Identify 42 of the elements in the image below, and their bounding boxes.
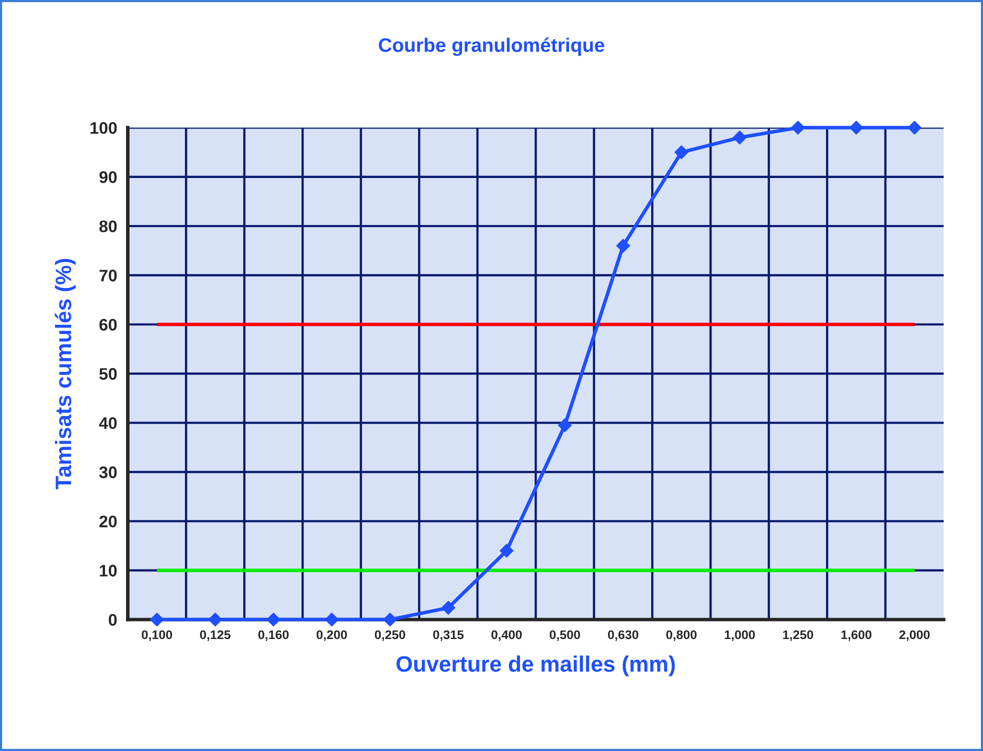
- x-axis-title: Ouverture de mailles (mm): [396, 656, 675, 676]
- point: [324, 612, 339, 627]
- x-tick-label: 0,500: [550, 630, 580, 641]
- x-tick-label: 0,160: [258, 630, 289, 641]
- y-tick-label: 50: [99, 368, 117, 380]
- point: [383, 612, 398, 627]
- y-tick-label: 30: [99, 466, 117, 478]
- point: [150, 612, 164, 627]
- x-tick-label: 1,250: [783, 630, 814, 641]
- y-tick-label: 0: [108, 614, 117, 626]
- y-tick-label: 40: [99, 417, 117, 430]
- x-tick-label: 0,315: [433, 630, 464, 641]
- point: [558, 418, 572, 432]
- y-tick-label: 100: [90, 122, 117, 134]
- x-tick-label: 2,000: [899, 630, 930, 641]
- point: [500, 544, 514, 558]
- point: [616, 238, 630, 253]
- point: [674, 145, 688, 160]
- x-tick-label: 1,000: [724, 630, 755, 641]
- x-tick-label: 0,125: [200, 630, 230, 641]
- y-tick-label: 90: [99, 171, 117, 184]
- x-tick-label: 0,800: [666, 630, 697, 641]
- y-tick-label: 60: [99, 318, 117, 331]
- point: [266, 612, 280, 627]
- chart-title: Courbe granulométrique: [378, 38, 604, 56]
- point: [908, 120, 922, 135]
- point: [849, 120, 864, 135]
- y-axis-title: Tamisats cumulés (%): [54, 258, 76, 490]
- x-tick-label: 0,250: [374, 630, 406, 641]
- x-tick-label: 0,630: [608, 630, 638, 641]
- y-tick-label: 70: [100, 270, 117, 282]
- point: [791, 120, 805, 135]
- point: [732, 130, 747, 144]
- point: [208, 612, 222, 627]
- y-tick-label: 80: [99, 220, 117, 232]
- point: [441, 600, 456, 615]
- x-tick-label: 0,400: [491, 630, 522, 641]
- x-tick-label: 0,100: [142, 630, 172, 641]
- x-tick-label: 0,200: [316, 630, 347, 641]
- y-tick-label: 10: [100, 564, 117, 577]
- x-tick-label: 1,600: [841, 630, 872, 641]
- y-tick-label: 20: [99, 516, 117, 528]
